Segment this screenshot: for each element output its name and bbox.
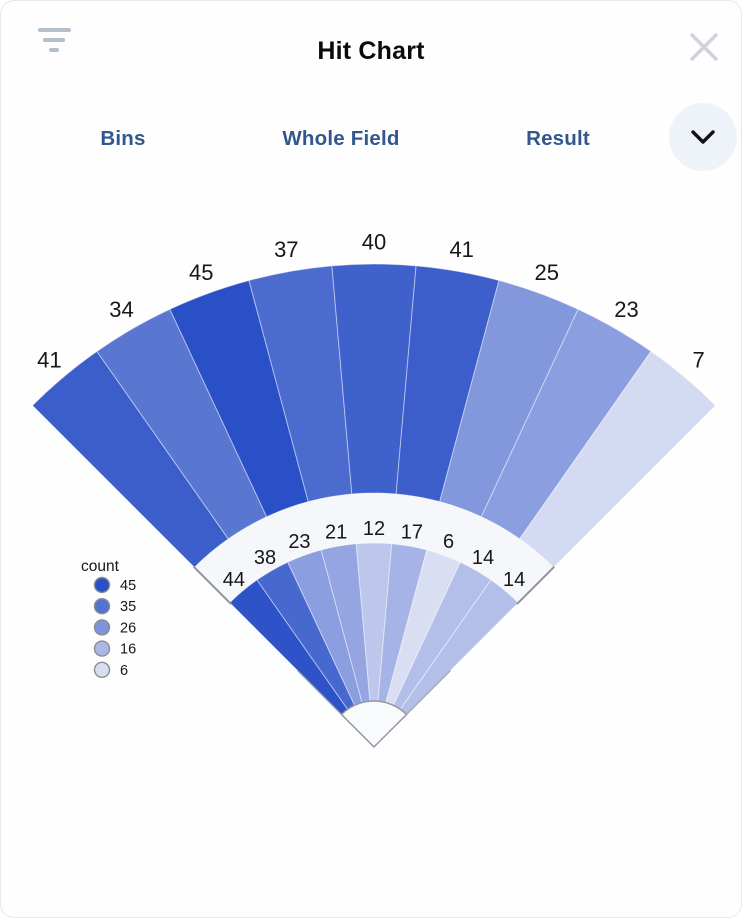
center-hole: [340, 700, 408, 749]
outer-ring-bin-label-5: 40: [362, 230, 386, 255]
legend-swatch-35: [93, 598, 111, 615]
outer-ring-bin-label-3: 45: [189, 260, 213, 285]
legend-swatch-26: [93, 619, 111, 636]
inner-ring-bin-label-3: 23: [288, 531, 310, 553]
band-edge-line: [192, 565, 232, 605]
ring-separator-band: [194, 493, 554, 603]
legend-title: count: [81, 558, 120, 575]
legend-value-26: 26: [120, 620, 136, 636]
filter-lines-icon: [49, 48, 59, 52]
inner-ring-bin-label-8: 14: [472, 547, 494, 569]
outer-ring-bin-label-9: 7: [692, 348, 704, 373]
close-button[interactable]: [685, 28, 723, 66]
expand-button[interactable]: [669, 103, 737, 171]
legend-value-35: 35: [120, 599, 136, 615]
outer-ring-bin-label-2: 34: [109, 297, 133, 322]
inner-ring-bin-label-1: 44: [223, 569, 245, 591]
x-icon: [689, 32, 719, 62]
band-edge-line: [516, 565, 556, 605]
filter-lines-icon: [43, 38, 65, 42]
chevron-down-icon: [691, 130, 715, 144]
outer-ring-bin-label-6: 41: [449, 237, 473, 262]
inner-ring-bin-label-7: 6: [443, 531, 454, 553]
legend-value-45: 45: [120, 578, 136, 594]
outer-ring-bin-label-7: 25: [534, 260, 558, 285]
inner-ring-bin-label-5: 12: [363, 518, 385, 540]
legend-value-16: 16: [120, 642, 136, 658]
apex-edge-line: [297, 670, 344, 717]
page-title: Hit Chart: [317, 37, 425, 65]
filter-button[interactable]: [37, 28, 71, 56]
tab-whole-field[interactable]: Whole Field: [282, 127, 400, 150]
outer-ring-bin-label-4: 37: [274, 237, 298, 262]
outer-ring-bin-label-1: 41: [37, 348, 61, 373]
inner-ring-bin-label-2: 38: [254, 547, 276, 569]
legend-swatch-6: [93, 661, 111, 678]
inner-ring-bin-label-6: 17: [401, 521, 423, 543]
inner-ring-bin-label-9: 14: [503, 569, 525, 591]
apex-edge-line: [404, 670, 451, 717]
legend-swatch-45: [93, 576, 111, 594]
tab-bins[interactable]: Bins: [100, 127, 146, 150]
legend-value-6: 6: [120, 663, 128, 679]
tab-result[interactable]: Result: [526, 127, 590, 150]
outer-ring-bin-label-8: 23: [614, 297, 638, 322]
filter-lines-icon: [37, 28, 71, 32]
legend-swatch-16: [93, 640, 111, 657]
inner-ring-bin-label-4: 21: [325, 521, 347, 543]
